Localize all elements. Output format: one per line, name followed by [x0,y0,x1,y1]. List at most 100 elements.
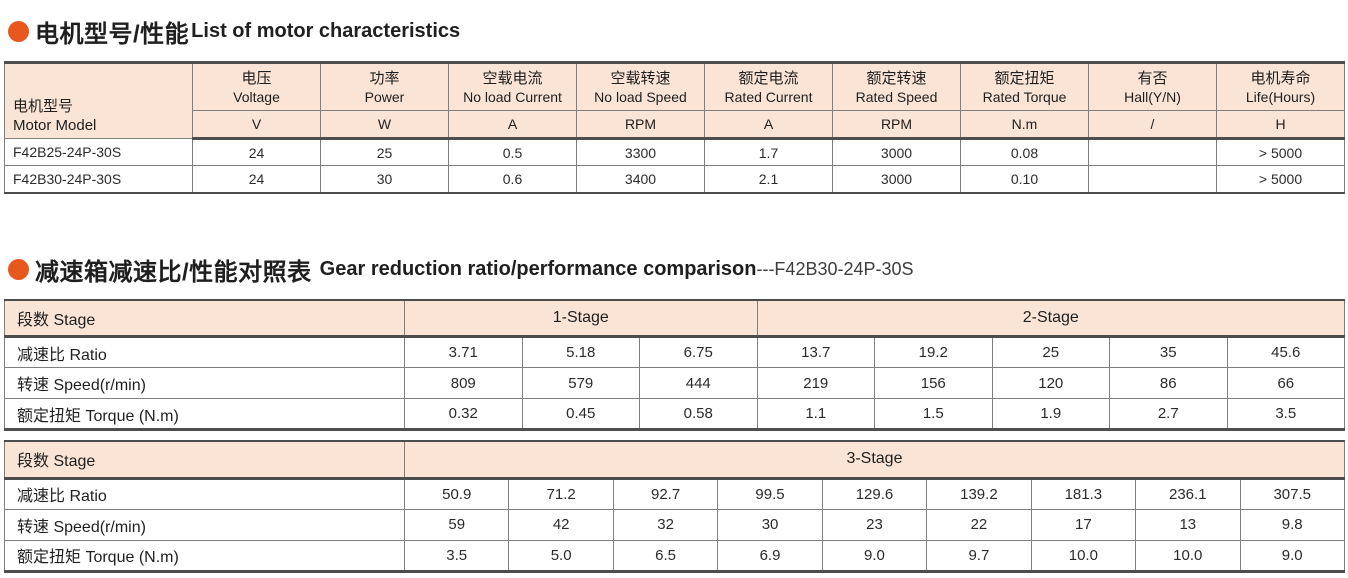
column-header-cn: 电压 [241,69,272,87]
section-title-motor-en: List of motor characteristics [191,20,461,42]
value-cell: 0.10 [960,165,1089,193]
value-cell: 99.5 [717,477,823,510]
table-row: 转速 Speed(r/min) 59 42 32 30 23 22 17 13 9.8 [4,508,1345,541]
value-cell: 0.45 [521,398,640,430]
column-header: 额定转速 Rated Speed [832,62,961,111]
value-cell: 17 [1030,508,1137,541]
unit-cell: N.m [960,110,1089,140]
section-title-gear-cn: 减速箱减速比/性能对照表 [35,258,312,286]
column-header-cn: 空载电流 [482,69,543,87]
value-cell: 22 [926,508,1032,541]
value-cell: 219 [756,367,875,399]
stage-group-header: 3-Stage [404,440,1345,480]
value-cell: 6.75 [639,336,758,368]
stage-row-header: 段数 Stage [4,440,405,480]
motor-model-header-cn: 电机型号 [13,98,74,115]
value-cell: 24 [192,165,321,193]
value-cell: 6.5 [612,539,719,572]
value-cell: 42 [508,508,614,541]
row-label: 转速 Speed(r/min) [4,367,405,399]
table-row: F42B30-24P-30S 24 30 0.6 3400 2.1 3000 0.10 > 50… [4,165,1345,193]
value-cell: 35 [1109,336,1228,368]
value-cell: 25 [991,336,1110,368]
motor-model-header: 电机型号 Motor Model [4,62,193,139]
value-cell: 6.9 [717,539,823,572]
column-header-en: Voltage [233,88,280,105]
row-label: 转速 Speed(r/min) [4,508,405,541]
value-cell: 59 [403,508,510,541]
value-cell: 181.3 [1030,477,1137,510]
value-cell: 3000 [832,138,961,166]
unit-cell: / [1088,110,1217,140]
value-cell [1088,165,1217,193]
value-cell: 156 [874,367,993,399]
value-cell: 66 [1226,367,1346,399]
value-cell: 1.1 [756,398,875,430]
value-cell: 3.71 [404,336,523,368]
value-cell: 30 [320,165,449,193]
column-header: 有否 Hall(Y/N) [1088,62,1217,111]
column-header: 额定扭矩 Rated Torque [960,62,1089,111]
value-cell: 2.1 [704,165,833,193]
table-row: F42B25-24P-30S 24 25 0.5 3300 1.7 3000 0.08 > 50… [4,138,1345,166]
column-header-cn: 额定转速 [866,69,927,87]
column-header: 空载电流 No load Current [448,62,577,111]
value-cell: 50.9 [403,477,510,510]
motor-model-header-en: Motor Model [13,117,97,134]
section-title-gear: 减速箱减速比/性能对照表 Gear reduction ratio/perform… [8,252,1348,287]
column-header-cn: 额定扭矩 [994,69,1055,87]
column-header-en: No load Speed [594,88,687,105]
value-cell: 2.7 [1109,398,1228,430]
value-cell: 5.18 [521,336,640,368]
value-cell: > 5000 [1216,165,1345,193]
value-cell: 9.7 [926,539,1032,572]
stage-row-header: 段数 Stage [4,299,405,338]
column-header-en: No load Current [463,88,562,105]
table-row: 额定扭矩 Torque (N.m) 3.5 5.0 6.5 6.9 9.0 9.7 10.0 1… [4,539,1345,572]
column-header-cn: 有否 [1137,69,1168,87]
column-header-en: Life(Hours) [1245,88,1316,105]
row-label: 额定扭矩 Torque (N.m) [4,539,405,572]
value-cell: 10.0 [1030,539,1137,572]
row-label: 额定扭矩 Torque (N.m) [4,398,405,430]
value-cell: 120 [991,367,1110,399]
value-cell: 579 [521,367,640,399]
value-cell: 24 [192,138,321,166]
gear-ratio-table-stage-3: 段数 Stage 3-Stage 减速比 Ratio 50.9 71.2 92.7 99.5… [4,440,1345,573]
table-row: 减速比 Ratio 3.71 5.18 6.75 13.7 19.2 25 35 45.6 [4,336,1346,368]
table-row: 减速比 Ratio 50.9 71.2 92.7 99.5 129.6 139.2 181.3… [4,477,1345,510]
value-cell: 19.2 [874,336,993,368]
value-cell: 23 [821,508,928,541]
value-cell: 0.32 [404,398,523,430]
value-cell: 0.5 [448,138,577,166]
value-cell: 3400 [576,165,705,193]
value-cell: 9.0 [1239,539,1345,572]
value-cell: 25 [320,138,449,166]
column-header-cn: 电机寿命 [1250,69,1311,87]
value-cell: 1.7 [704,138,833,166]
gear-ratio-table-stage-1-2: 段数 Stage 1-Stage 2-Stage 减速比 Ratio 3.71 5.18 6… [4,298,1346,431]
value-cell: 10.0 [1135,539,1241,572]
value-cell: 71.2 [508,477,614,510]
section-title-motor: 电机型号/性能 List of motor characteristics [8,0,1348,49]
motor-model-cell: F42B30-24P-30S [4,165,193,193]
value-cell: 32 [612,508,719,541]
column-header: 额定电流 Rated Current [704,62,833,111]
column-header-cn: 功率 [369,69,400,87]
value-cell: 129.6 [821,477,928,510]
value-cell [1088,138,1217,166]
column-header-en: Rated Current [724,88,813,105]
table-row: 转速 Speed(r/min) 809 579 444 219 156 120 86 66 [4,367,1346,399]
bullet-icon [8,21,29,42]
unit-cell: W [320,110,449,140]
value-cell: 307.5 [1239,477,1345,510]
value-cell: 3.5 [403,539,510,572]
column-header-cn: 额定电流 [738,69,799,87]
section-title-gear-en: Gear reduction ratio/performance compari… [319,257,757,280]
value-cell: 809 [404,367,523,399]
stage-group-header: 2-Stage [756,299,1346,338]
column-header: 空载转速 No load Speed [576,62,705,111]
section-title-motor-cn: 电机型号/性能 [35,21,190,48]
value-cell: 444 [639,367,758,399]
value-cell: 9.8 [1239,508,1345,541]
